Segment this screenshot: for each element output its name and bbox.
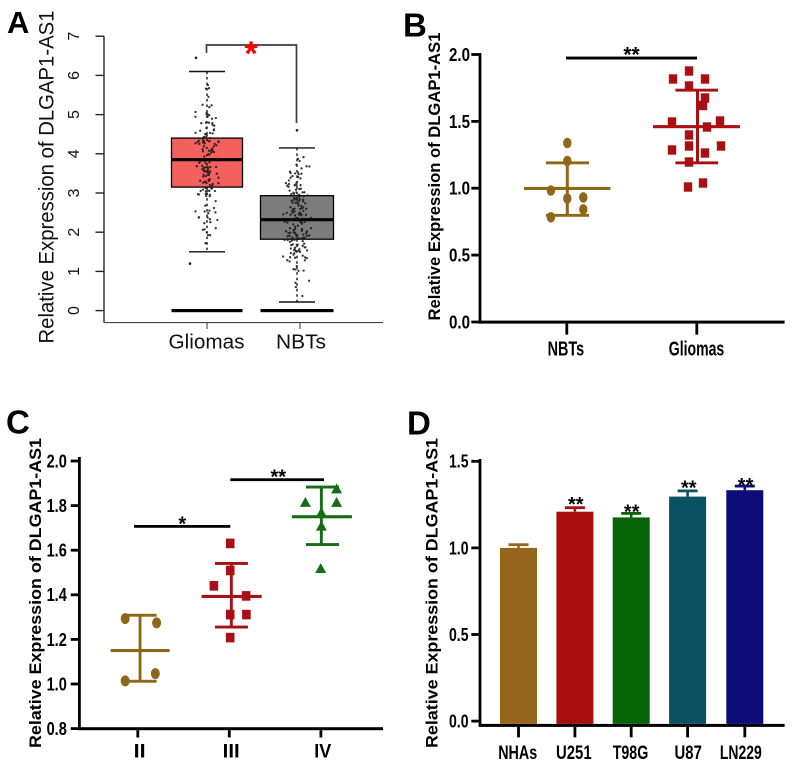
- svg-text:Gliomas: Gliomas: [169, 332, 245, 354]
- svg-text:*: *: [178, 514, 186, 536]
- svg-text:0: 0: [66, 306, 83, 315]
- svg-text:LN229: LN229: [720, 742, 762, 764]
- svg-text:B: B: [403, 7, 427, 44]
- svg-text:III: III: [223, 742, 240, 763]
- svg-text:1.5: 1.5: [449, 452, 469, 472]
- svg-text:6: 6: [66, 71, 83, 80]
- svg-text:1.4: 1.4: [47, 585, 67, 605]
- svg-text:2.0: 2.0: [47, 451, 67, 471]
- svg-text:1.5: 1.5: [449, 112, 470, 132]
- svg-text:0.5: 0.5: [449, 246, 470, 266]
- svg-text:II: II: [134, 742, 146, 763]
- svg-text:0.0: 0.0: [449, 312, 470, 332]
- svg-text:**: **: [624, 502, 640, 524]
- svg-text:2: 2: [66, 228, 83, 237]
- svg-text:1.6: 1.6: [47, 541, 67, 561]
- svg-text:Relative Expression of DLGAP1-: Relative Expression of DLGAP1-AS1: [26, 438, 45, 748]
- svg-text:NBTs: NBTs: [276, 332, 326, 354]
- svg-text:C: C: [6, 404, 30, 441]
- svg-text:D: D: [407, 405, 431, 442]
- svg-text:1.2: 1.2: [47, 630, 67, 650]
- svg-text:3: 3: [66, 188, 83, 197]
- svg-text:5: 5: [66, 110, 83, 119]
- svg-text:IV: IV: [314, 742, 331, 763]
- svg-text:**: **: [738, 475, 754, 497]
- svg-text:Relative Expression of DLGAP1-: Relative Expression of DLGAP1-AS1: [423, 438, 442, 748]
- svg-text:2.0: 2.0: [449, 45, 470, 65]
- svg-text:1.0: 1.0: [47, 674, 67, 694]
- svg-text:*: *: [244, 35, 258, 73]
- svg-text:4: 4: [66, 149, 83, 158]
- svg-text:A: A: [7, 5, 29, 40]
- svg-text:7: 7: [66, 32, 83, 41]
- svg-text:U87: U87: [675, 742, 702, 764]
- svg-text:**: **: [681, 478, 697, 500]
- svg-text:0.5: 0.5: [449, 625, 469, 645]
- svg-text:**: **: [623, 44, 640, 67]
- svg-text:Relative Expression of DLGAP1-: Relative Expression of DLGAP1-AS1: [36, 11, 59, 344]
- svg-text:U251: U251: [556, 742, 592, 764]
- svg-text:Relative Expression of DLGAP1-: Relative Expression of DLGAP1-AS1: [425, 33, 444, 321]
- svg-text:Gliomas: Gliomas: [669, 338, 725, 360]
- svg-text:1.8: 1.8: [47, 496, 67, 516]
- svg-text:NHAs: NHAs: [498, 742, 537, 764]
- svg-text:1.0: 1.0: [449, 538, 469, 558]
- svg-text:**: **: [568, 494, 584, 516]
- svg-text:1.0: 1.0: [449, 179, 470, 199]
- svg-text:NBTs: NBTs: [548, 338, 585, 360]
- svg-text:1: 1: [66, 267, 83, 276]
- svg-text:T98G: T98G: [613, 742, 649, 764]
- svg-text:0.0: 0.0: [449, 712, 469, 732]
- svg-text:0.8: 0.8: [47, 719, 67, 739]
- svg-text:**: **: [271, 467, 287, 489]
